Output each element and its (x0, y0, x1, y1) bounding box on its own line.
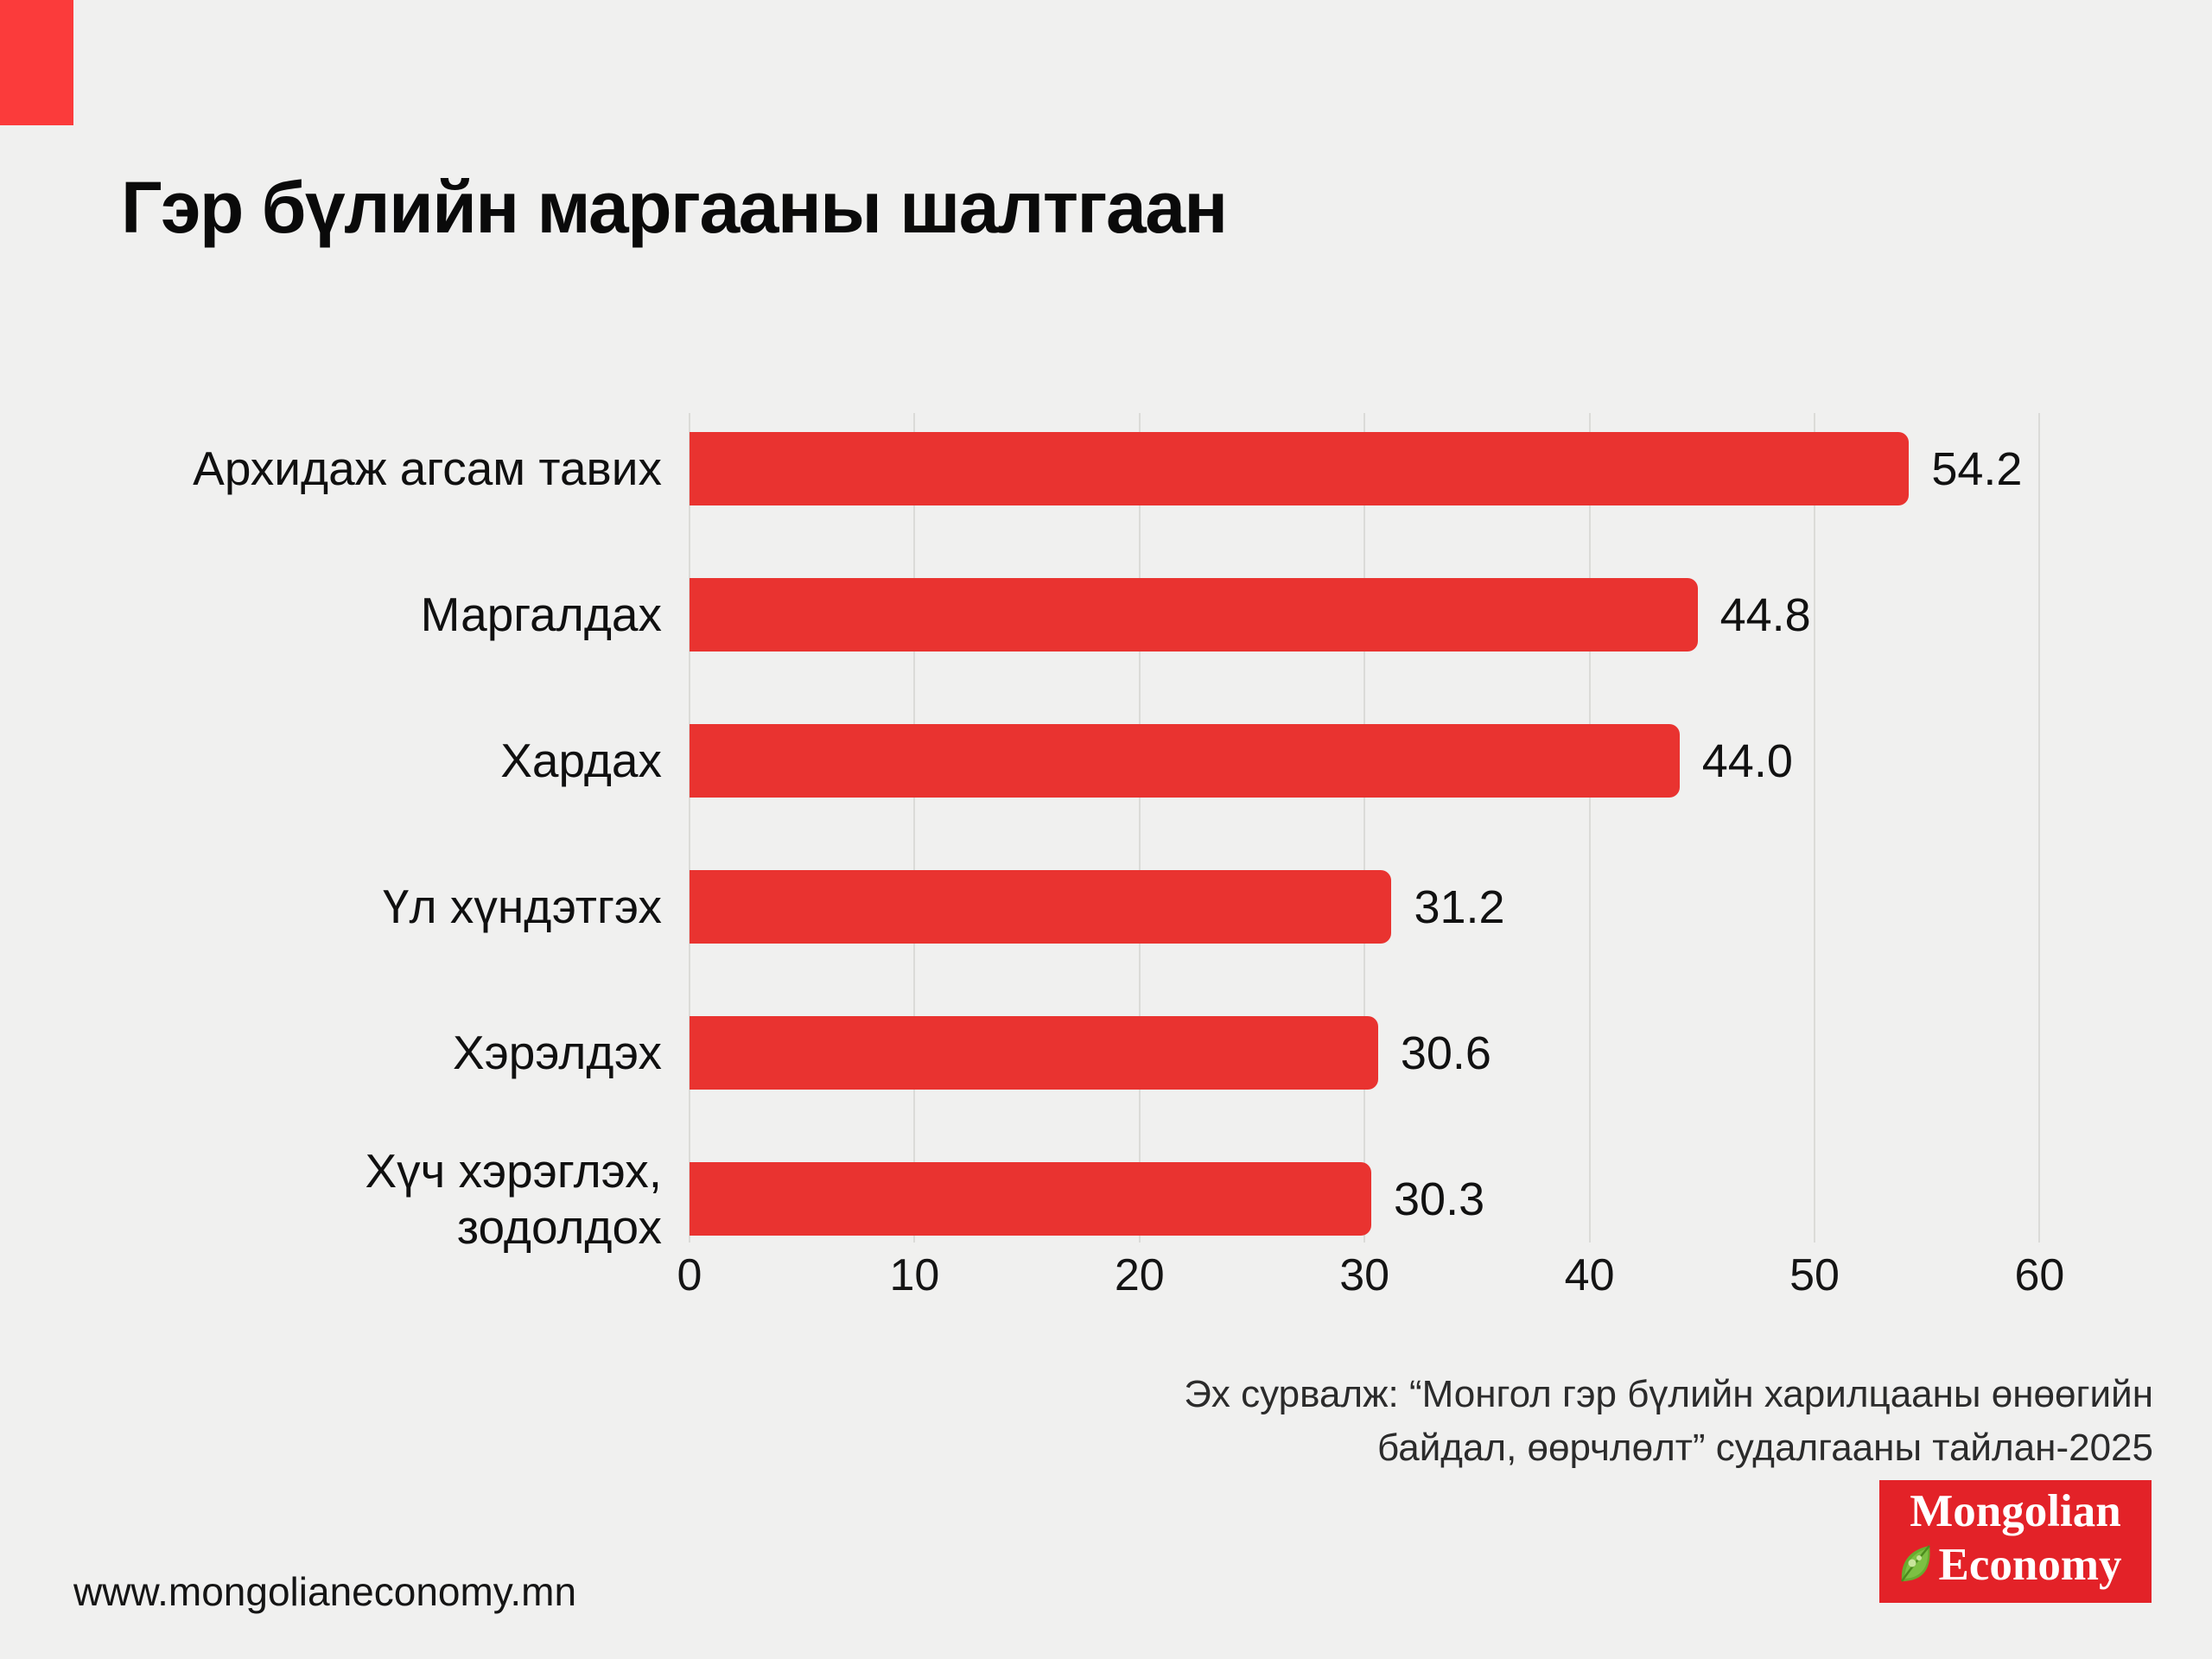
bar-2 (690, 724, 1680, 798)
bar-value-0: 54.2 (1931, 442, 2023, 495)
bar-value-3: 31.2 (1414, 880, 1505, 933)
bar-4 (690, 1016, 1378, 1090)
accent-box (0, 0, 73, 125)
chart-title: Гэр бүлийн маргааны шалтгаан (121, 167, 1228, 248)
x-tick-label-40: 40 (1564, 1250, 1615, 1300)
gridline-50 (1814, 413, 1815, 1243)
gridline-20 (1138, 413, 1141, 1243)
gridline-0 (689, 413, 690, 1243)
x-tick-label-60: 60 (2014, 1250, 2065, 1300)
logo-text-economy: Economy (1938, 1540, 2122, 1590)
x-tick-label-30: 30 (1339, 1250, 1390, 1300)
website-url: www.mongolianeconomy.mn (73, 1569, 577, 1614)
logo-line-1-row: Mongolian (1910, 1488, 2120, 1536)
x-tick-label-20: 20 (1114, 1250, 1165, 1300)
bar-0 (690, 432, 1910, 505)
bar-value-4: 30.6 (1400, 1027, 1491, 1079)
bar-label-3: Үл хүндэтгэх (382, 880, 662, 934)
bar-3 (690, 870, 1392, 944)
source-line-2: байдал, өөрчлөлт” судалгааны тайлан-2025 (1377, 1427, 2153, 1470)
bar-5 (690, 1162, 1371, 1236)
gridline-10 (913, 413, 916, 1243)
x-tick-label-0: 0 (677, 1250, 702, 1300)
x-tick-label-50: 50 (1789, 1250, 1840, 1300)
logo-text-mongolian: Mongolian (1910, 1486, 2121, 1537)
bar-value-1: 44.8 (1719, 588, 1811, 641)
gridline-60 (2038, 413, 2041, 1243)
bar-value-2: 44.0 (1701, 734, 1793, 787)
x-tick-label-10: 10 (889, 1250, 940, 1300)
bar-1 (690, 578, 1698, 652)
logo-line-2-row: Economy (1900, 1536, 2122, 1595)
bar-value-5: 30.3 (1394, 1173, 1485, 1225)
mongolian-economy-logo: Mongolian Economy (1879, 1480, 2152, 1603)
bar-label-2: Хардах (500, 734, 662, 788)
leaf-icon (1897, 1543, 1936, 1595)
source-note: Эх сурвалж: “Монгол гэр бүлийн харилцаан… (1184, 1368, 2153, 1476)
bar-label-0: Архидаж агсам тавих (193, 442, 662, 496)
bar-label-5: Хүч хэрэглэх, зодолдох (365, 1143, 662, 1254)
bar-label-4: Хэрэлдэх (453, 1026, 662, 1080)
bar-label-1: Маргалдах (420, 588, 662, 642)
gridline-40 (1588, 413, 1591, 1243)
gridline-30 (1363, 413, 1366, 1243)
source-line-1: Эх сурвалж: “Монгол гэр бүлийн харилцаан… (1184, 1373, 2153, 1415)
